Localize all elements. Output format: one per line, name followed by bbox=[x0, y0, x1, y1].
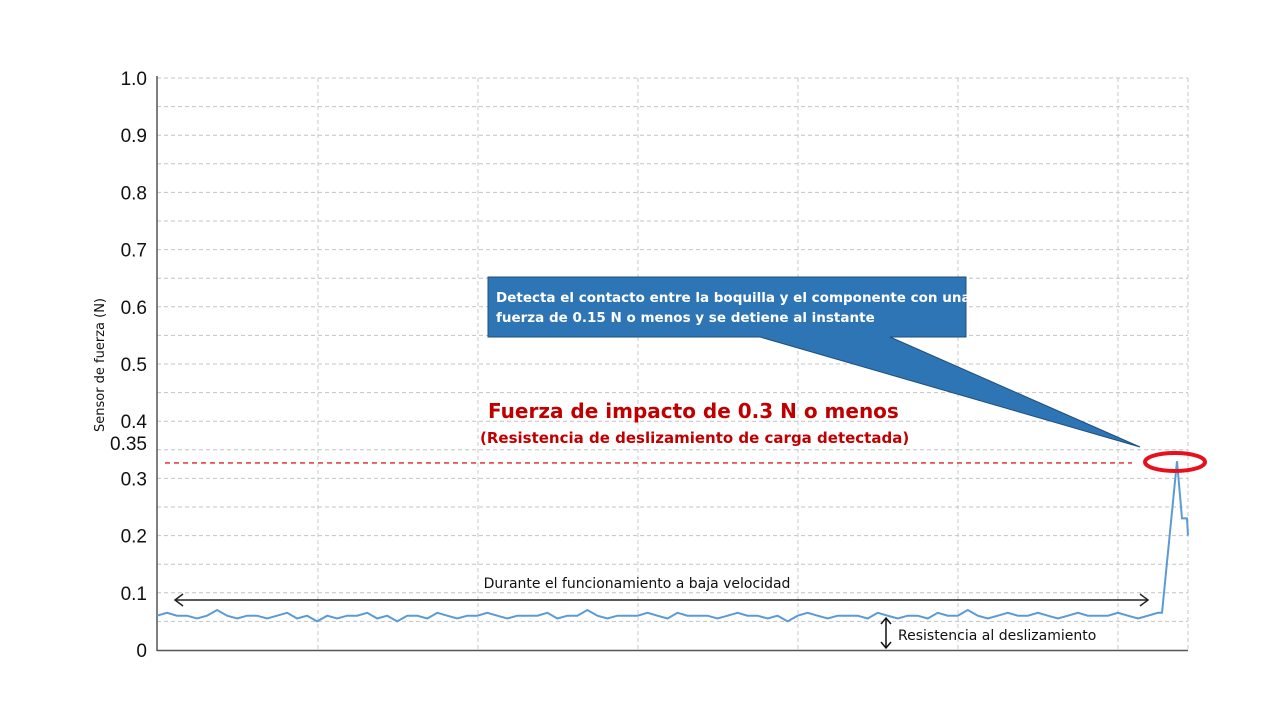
callout-text-line1: Detecta el contacto entre la boquilla y … bbox=[496, 290, 971, 306]
y-tick-label: 0 bbox=[136, 641, 147, 662]
y-tick-label: 0.6 bbox=[121, 298, 147, 319]
y-tick-label: 0.2 bbox=[121, 527, 147, 548]
y-tick-label: 0.4 bbox=[121, 412, 148, 433]
y-tick-label: 0.5 bbox=[121, 355, 147, 376]
y-tick-labels: 0 0.1 0.2 0.3 0.350.4 0.5 0.6 0.7 0.8 0.9 1.0 bbox=[110, 69, 147, 662]
y-axis-label: Sensor de fuerza (N) bbox=[93, 298, 108, 432]
low-speed-label: Durante el funcionamiento a baja velocid… bbox=[484, 576, 791, 592]
sliding-resistance-label: Resistencia al deslizamiento bbox=[898, 628, 1096, 644]
low-speed-arrow bbox=[173, 593, 1150, 607]
y-tick-label: 1.0 bbox=[121, 69, 147, 90]
series-line bbox=[156, 461, 1189, 623]
impact-title: Fuerza de impacto de 0.3 N o menos bbox=[488, 399, 899, 423]
y-tick-label: 0.9 bbox=[121, 126, 147, 147]
sliding-resistance-arrow bbox=[880, 616, 892, 650]
grid bbox=[157, 77, 1189, 650]
y-tick-label: 0.7 bbox=[121, 241, 147, 262]
peak-marker bbox=[1143, 451, 1207, 473]
y-tick-label: 0.3 bbox=[121, 469, 147, 490]
impact-subtitle: (Resistencia de deslizamiento de carga d… bbox=[480, 429, 909, 447]
callout-box bbox=[487, 276, 1141, 448]
y-tick-label: 0.8 bbox=[121, 183, 147, 204]
y-tick-label: 0.35 bbox=[110, 434, 147, 455]
y-tick-label: 0.1 bbox=[121, 584, 147, 605]
callout-text-line2: fuerza de 0.15 N o menos y se detiene al… bbox=[496, 310, 875, 326]
callout: Detecta el contacto entre la boquilla y … bbox=[487, 276, 1141, 448]
